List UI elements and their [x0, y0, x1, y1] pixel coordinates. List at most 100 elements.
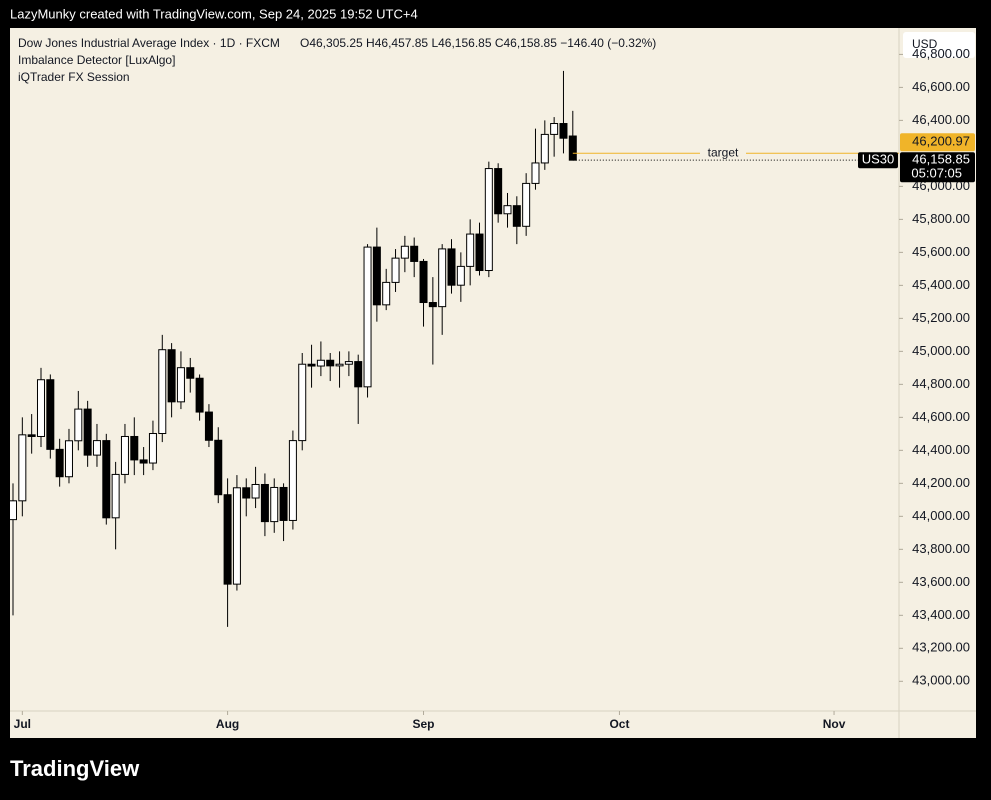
logo: TradingView	[10, 756, 140, 781]
candle-body	[36, 379, 45, 437]
y-tick-label: 43,800.00	[912, 541, 970, 556]
x-tick-label: Oct	[609, 717, 629, 731]
candle-body	[456, 265, 465, 286]
candle-body	[522, 182, 531, 227]
candle-body	[288, 440, 297, 521]
candle-body	[391, 257, 400, 283]
candle-body	[204, 411, 213, 441]
candle-body	[363, 246, 372, 388]
candle-body	[494, 168, 503, 215]
header: LazyMunky created with TradingView.com, …	[10, 6, 418, 21]
countdown: 05:07:05	[911, 166, 962, 181]
candle-body	[307, 363, 316, 367]
candle-body	[27, 434, 36, 437]
candle-body	[298, 363, 307, 442]
price-tag	[900, 152, 975, 183]
plot	[9, 70, 577, 627]
candle-body	[438, 248, 447, 308]
y-tick-label: 43,600.00	[912, 574, 970, 589]
candle-body	[64, 440, 73, 478]
candle-body	[559, 123, 568, 139]
candle-body	[242, 487, 251, 499]
candle-body	[484, 168, 493, 272]
indicator: iQTrader FX Session	[18, 70, 130, 84]
candle-body	[400, 245, 409, 259]
candle-body	[120, 435, 129, 475]
y-tick-label: 44,800.00	[912, 376, 970, 391]
candle-body	[531, 162, 540, 184]
candle-body	[550, 123, 559, 135]
y-tick-label: 44,400.00	[912, 442, 970, 457]
price-tag-label: 46,158.85	[912, 152, 970, 167]
y-tick-label: 44,600.00	[912, 409, 970, 424]
y-tick-label: 43,400.00	[912, 607, 970, 622]
y-tick-label: 46,600.00	[912, 79, 970, 94]
candle-body	[130, 435, 139, 461]
candle-body	[195, 377, 204, 413]
y-tick-label: 45,200.00	[912, 310, 970, 325]
candle-body	[46, 379, 55, 450]
candle-body	[316, 359, 325, 367]
candle-body	[83, 408, 92, 456]
x-tick-label: Sep	[413, 717, 435, 731]
y-tick-label: 45,600.00	[912, 244, 970, 259]
x-tick-label: Jul	[14, 717, 31, 731]
symbol-tag-label: US30	[862, 152, 895, 167]
candle-body	[540, 133, 549, 164]
target-label-bg	[700, 145, 746, 162]
candle-body	[419, 260, 428, 304]
y-tick-label: 45,800.00	[912, 211, 970, 226]
y-tick-label: 45,400.00	[912, 277, 970, 292]
candle-body	[55, 448, 64, 478]
target-label: target	[708, 145, 739, 159]
candle-body	[503, 205, 512, 215]
candle-body	[214, 439, 223, 496]
candle-body	[148, 433, 157, 464]
candle-body	[223, 494, 232, 585]
candle-body	[512, 205, 521, 227]
candle-body	[158, 349, 167, 435]
candle-body	[270, 486, 279, 523]
y-tick-label: 44,200.00	[912, 475, 970, 490]
candle-body	[344, 361, 353, 365]
logo-text: TradingView	[10, 756, 140, 781]
y-tick-label: 46,800.00	[912, 46, 970, 61]
chart-title: Dow Jones Industrial Average Index · 1D …	[18, 36, 280, 50]
candle-body	[9, 500, 17, 521]
candle-body	[18, 434, 27, 502]
y-tick-label: 46,400.00	[912, 112, 970, 127]
y-tick-label: 43,000.00	[912, 673, 970, 688]
candle-body	[74, 408, 83, 442]
y-tick-label: 45,000.00	[912, 343, 970, 358]
target-tag	[900, 133, 975, 152]
candle-body	[176, 367, 185, 403]
x-tick-label: Nov	[823, 717, 846, 731]
candle-body	[475, 233, 484, 272]
currency: USD	[912, 37, 938, 51]
indicator: Imbalance Detector [LuxAlgo]	[18, 53, 175, 67]
candle-body	[466, 233, 475, 267]
candle-body	[92, 440, 101, 456]
candle-body	[326, 359, 335, 367]
candle-body	[382, 281, 391, 306]
candle-body	[167, 349, 176, 403]
candle-body	[410, 245, 419, 262]
candle-body	[372, 246, 381, 306]
candle-body	[186, 367, 195, 379]
candle-body	[139, 459, 148, 464]
candle-body	[428, 302, 437, 308]
candle-body	[335, 363, 344, 367]
candle-body	[354, 361, 363, 388]
candle-body	[102, 440, 111, 519]
candle-body	[251, 483, 260, 499]
ohlc: O46,305.25 H46,457.85 L46,156.85 C46,158…	[300, 36, 656, 50]
candle-body	[260, 483, 269, 523]
target-tag-label: 46,200.97	[912, 134, 970, 149]
currency-box[interactable]	[903, 32, 975, 58]
candle-body	[447, 248, 456, 286]
candle-body	[568, 135, 577, 161]
y-tick-label: 44,000.00	[912, 508, 970, 523]
symbol-tag	[858, 152, 898, 169]
x-tick-label: Aug	[216, 717, 239, 731]
